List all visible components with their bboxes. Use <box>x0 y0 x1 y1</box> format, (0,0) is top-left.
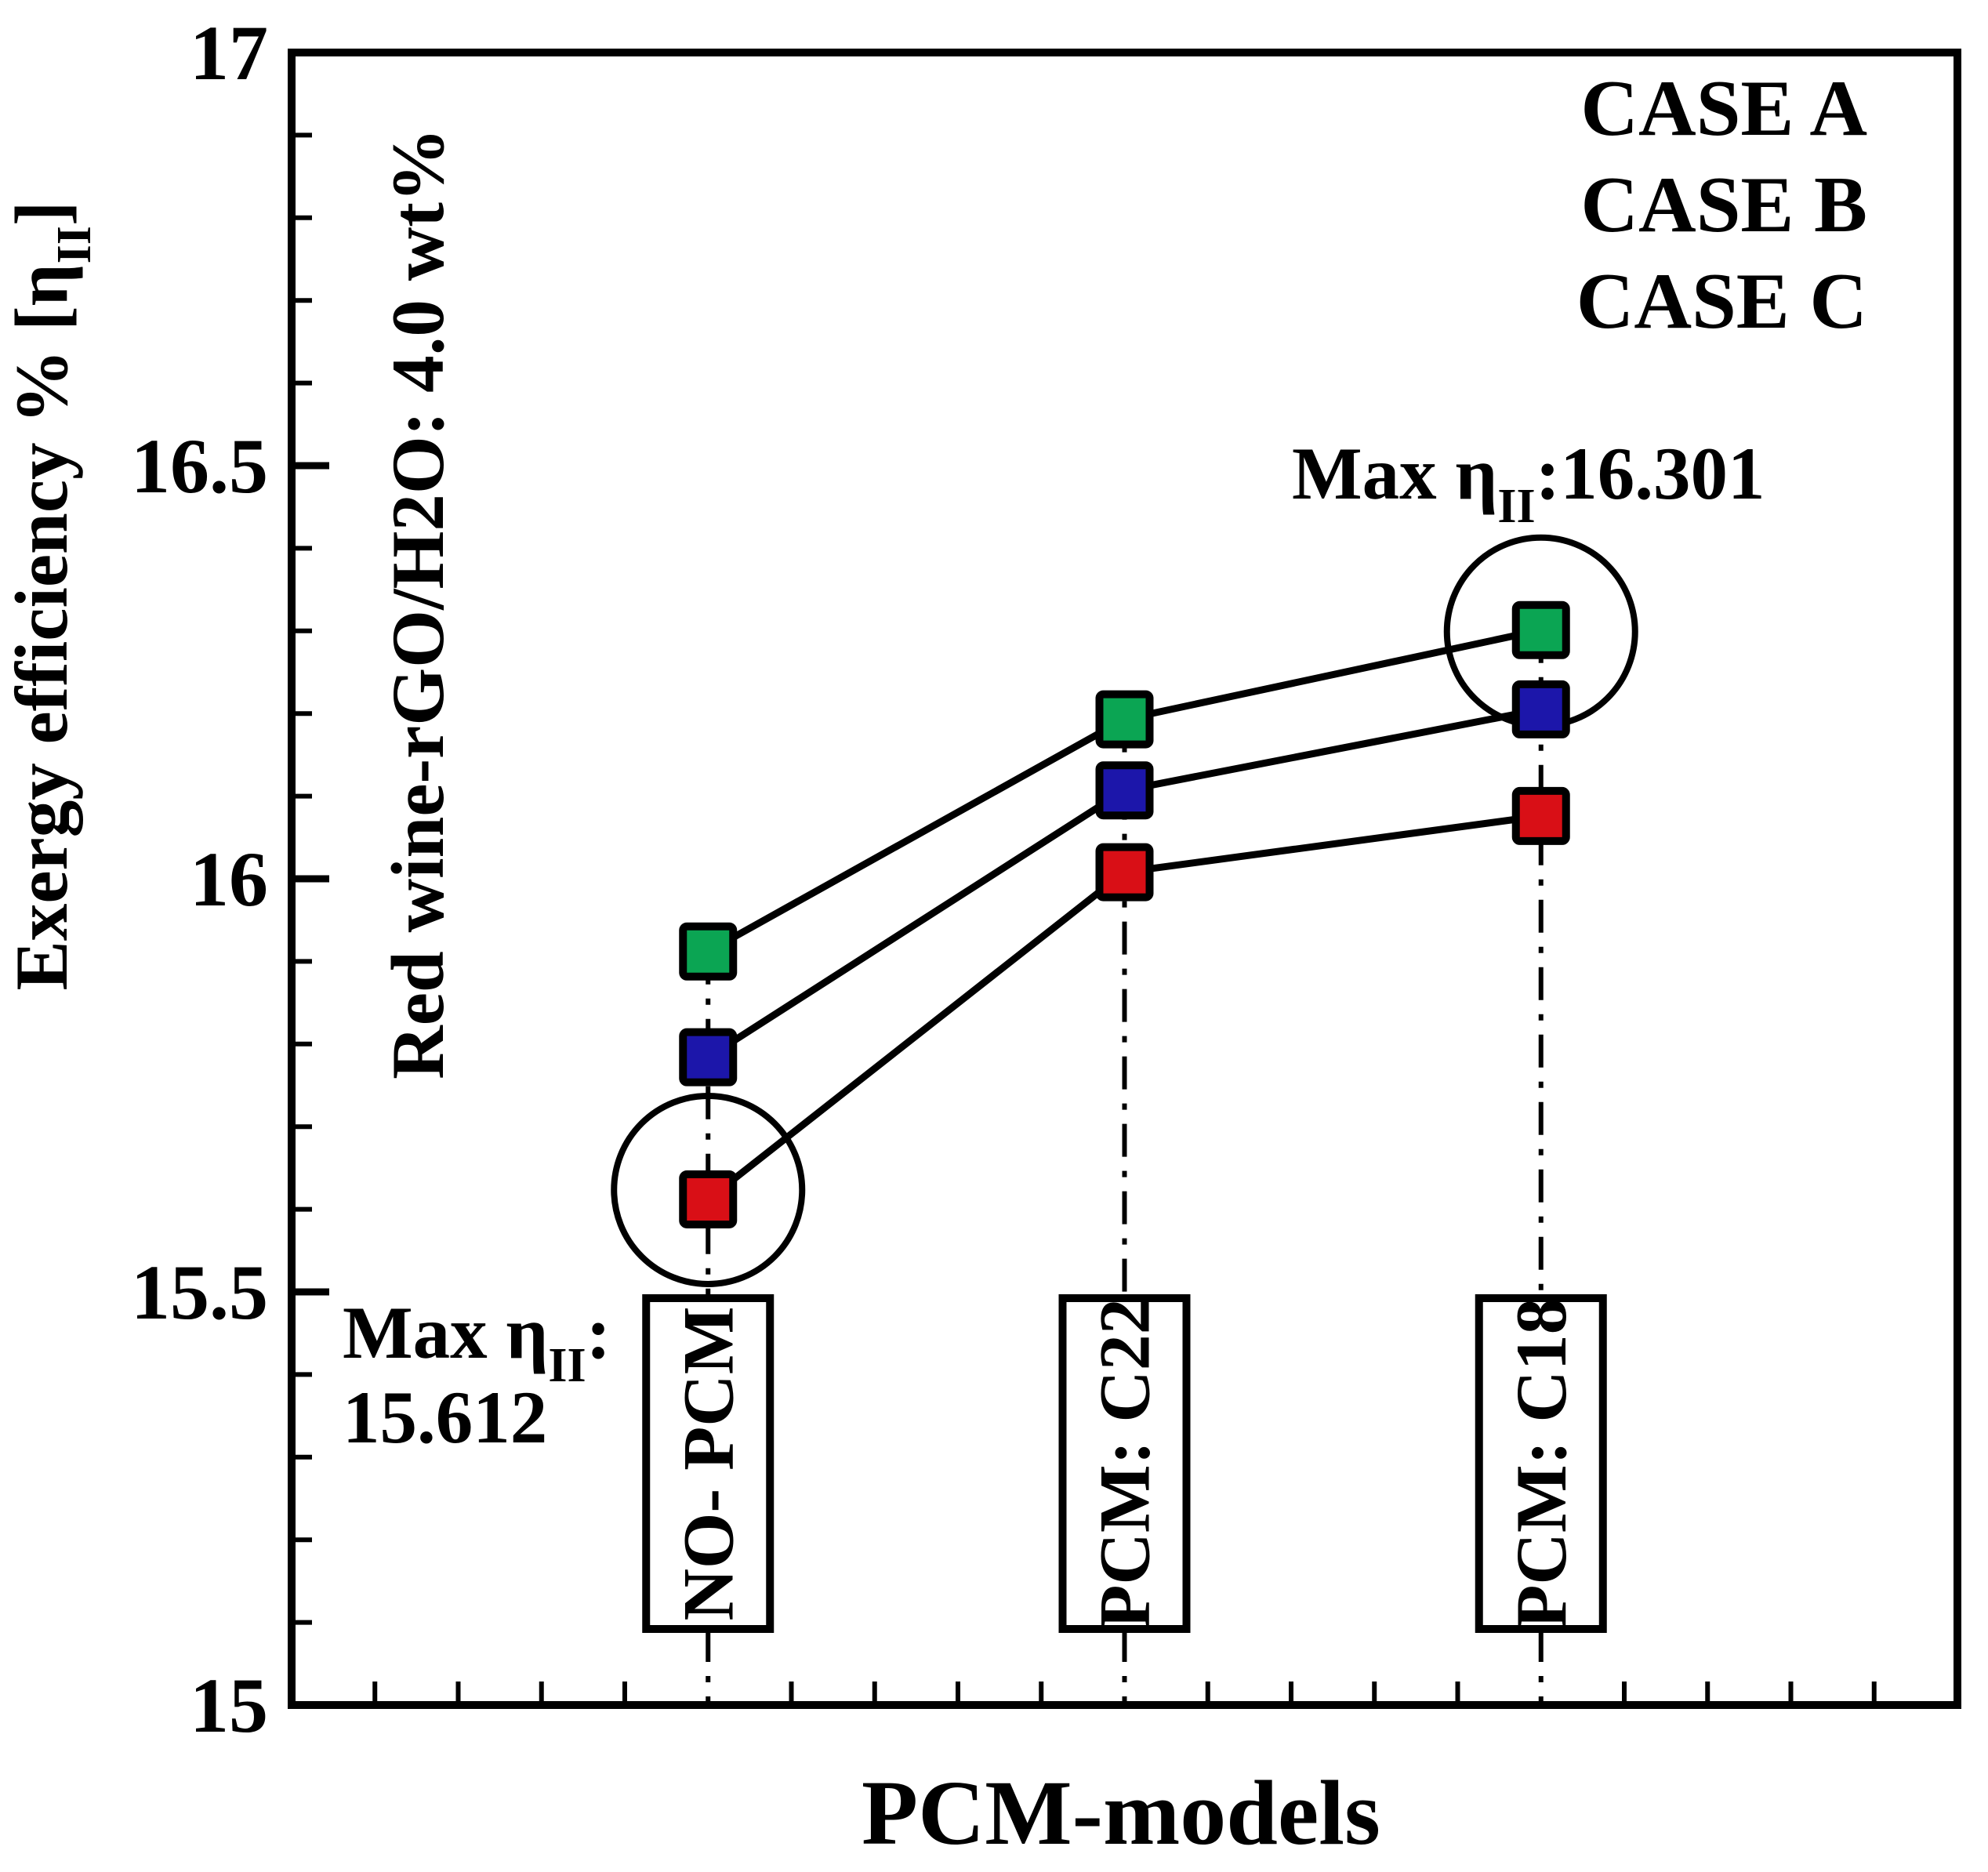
max-high-annotation: Max ηII​:16.301 <box>1292 432 1765 533</box>
legend-item-case-b: CASE B <box>1580 161 1867 249</box>
marker-case-a-0 <box>679 1170 738 1228</box>
series-markers <box>679 600 1570 1228</box>
marker-case-c-2 <box>1511 600 1570 659</box>
inplot-note: Red wine-rGO/H2O: 4.0 wt% <box>376 128 459 1079</box>
marker-case-a-1 <box>1095 843 1154 902</box>
category-label-boxes: NO- PCM PCM: C22 PCM: C18 <box>642 1294 1607 1633</box>
legend: CASE A CASE B CASE C <box>1576 64 1867 346</box>
marker-case-b-2 <box>1511 680 1570 738</box>
category-label: NO- PCM <box>668 1306 748 1620</box>
y-tick-label: 16 <box>190 836 268 923</box>
axes: 15 15.5 16 16.5 17 <box>131 9 1961 1749</box>
x-axis-title: PCM-models <box>862 1761 1380 1864</box>
y-tick-label: 16.5 <box>131 423 268 510</box>
category-label: PCM: C22 <box>1085 1298 1165 1629</box>
marker-case-c-0 <box>679 922 738 981</box>
legend-item-case-c: CASE C <box>1576 257 1867 346</box>
max-low-annotation-line2: 15.612 <box>343 1376 547 1459</box>
annotations: Exergy efficiency % [ηII​] Max ηII​:16.30… <box>0 201 1765 1460</box>
legend-item-case-a: CASE A <box>1580 64 1867 153</box>
marker-case-b-1 <box>1095 761 1154 820</box>
max-low-annotation-line1: Max ηII​: <box>343 1291 611 1392</box>
category-box <box>1475 1294 1607 1633</box>
category-box <box>642 1294 775 1633</box>
y-tick-label: 15 <box>190 1662 268 1749</box>
marker-case-b-0 <box>679 1028 738 1087</box>
category-label: PCM: C18 <box>1501 1298 1581 1629</box>
marker-case-c-1 <box>1095 690 1154 749</box>
y-axis-title: Exergy efficiency % [ηII​] <box>0 201 101 991</box>
y-tick-label: 15.5 <box>131 1249 268 1336</box>
marker-case-a-2 <box>1511 786 1570 845</box>
category-box <box>1058 1294 1191 1633</box>
highlight-circle <box>611 1092 806 1287</box>
y-tick-label: 17 <box>190 9 268 96</box>
